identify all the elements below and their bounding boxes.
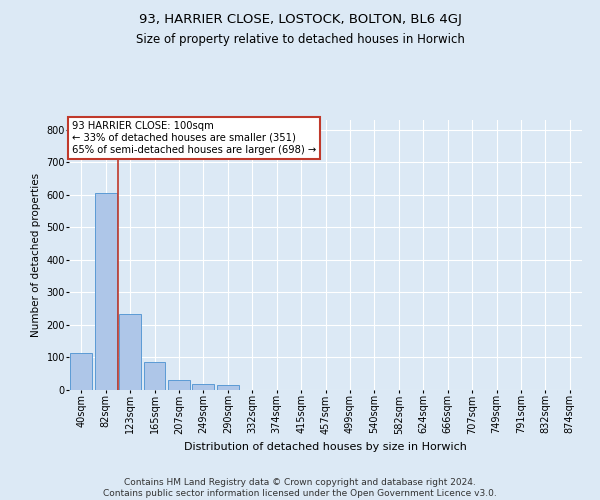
Text: Contains HM Land Registry data © Crown copyright and database right 2024.
Contai: Contains HM Land Registry data © Crown c…	[103, 478, 497, 498]
Bar	[70, 352, 92, 390]
Bar	[143, 362, 166, 390]
Text: 93 HARRIER CLOSE: 100sqm
← 33% of detached houses are smaller (351)
65% of semi-: 93 HARRIER CLOSE: 100sqm ← 33% of detach…	[71, 122, 316, 154]
Bar	[217, 385, 239, 390]
Text: 93, HARRIER CLOSE, LOSTOCK, BOLTON, BL6 4GJ: 93, HARRIER CLOSE, LOSTOCK, BOLTON, BL6 …	[139, 12, 461, 26]
X-axis label: Distribution of detached houses by size in Horwich: Distribution of detached houses by size …	[184, 442, 467, 452]
Bar	[193, 384, 214, 390]
Bar	[168, 380, 190, 390]
Bar	[119, 314, 141, 390]
Text: Size of property relative to detached houses in Horwich: Size of property relative to detached ho…	[136, 32, 464, 46]
Bar	[95, 193, 116, 390]
Y-axis label: Number of detached properties: Number of detached properties	[31, 173, 41, 337]
